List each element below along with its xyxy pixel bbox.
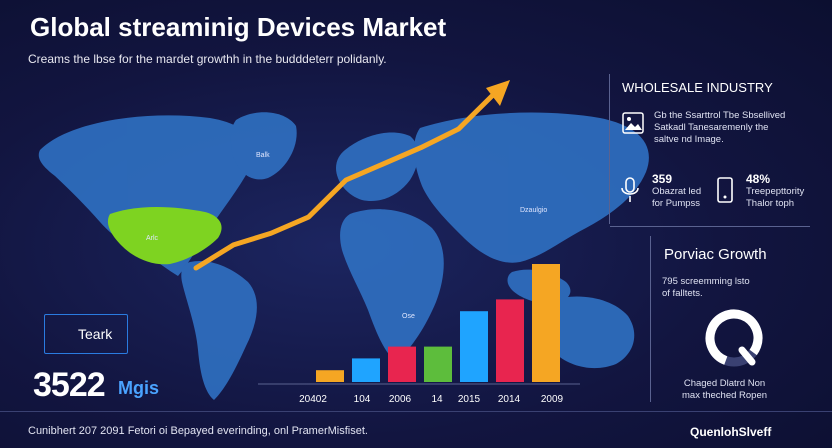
map-asia — [414, 112, 649, 263]
map-label-as: Dzaulgio — [520, 207, 547, 214]
stat-1-text: Obazrat led for Pumpss — [652, 186, 702, 209]
ring-caption: Chaged Dlatrd Non max theched Ropen — [682, 378, 768, 401]
side-panel-hr — [610, 226, 810, 227]
trend-arrowhead — [486, 80, 510, 106]
progress-ring — [705, 309, 763, 367]
x-tick-label-3: 14 — [431, 394, 443, 405]
map-label-na: Arlc — [146, 235, 159, 242]
bar-6 — [532, 264, 560, 382]
bar-1 — [352, 358, 380, 382]
page-title: Global streaminig Devices Market — [30, 12, 447, 42]
map-south-america — [181, 260, 257, 400]
x-tick-label-5: 2014 — [498, 394, 521, 405]
stat-2-value: 48% — [746, 172, 771, 186]
map-greenland — [230, 112, 297, 180]
x-tick-label-1: 104 — [354, 394, 371, 405]
x-tick-label-4: 2015 — [458, 394, 481, 405]
map-highlight-usa — [107, 207, 222, 265]
big-number-unit: Mgis — [118, 378, 160, 398]
callout-box — [44, 314, 128, 354]
x-tick-label-6: 2009 — [541, 394, 564, 405]
side-desc-1: Gb the Ssarttrol Tbe Sbsellived Satkadl … — [654, 110, 786, 145]
trend-line — [193, 89, 499, 271]
side-panel-divider — [609, 74, 610, 224]
map-africa — [340, 209, 444, 362]
bar-0 — [316, 370, 344, 382]
footer-text: Cunibhert 207 2091 Fetori oi Bepayed eve… — [28, 425, 368, 437]
footer-divider — [0, 411, 832, 412]
stat-1-value: 359 — [652, 172, 673, 186]
x-tick-label-0: 20402 — [299, 394, 327, 405]
side-desc-2: 795 screemming lsto of falltets. — [662, 276, 750, 299]
side-heading-wholesale: WHOLESALE INDUSTRY — [622, 80, 773, 95]
bar-5 — [496, 299, 524, 382]
footer-brand: QuenlohSlveff — [690, 425, 772, 439]
map-australia — [543, 296, 635, 369]
stat-2-text: Treepepttority Thalor toph — [746, 186, 805, 209]
map-label-au: Ose — [402, 313, 415, 320]
side-heading-growth: Porviac Growth — [664, 246, 767, 263]
phone-icon — [717, 177, 733, 203]
page-subtitle: Creams the lbse for the mardet growthh i… — [28, 52, 387, 66]
bar-2 — [388, 346, 416, 382]
image-icon — [622, 112, 644, 134]
microphone-icon — [621, 177, 639, 202]
map-label-eu: Balk — [256, 152, 270, 159]
bar-3 — [424, 346, 452, 382]
callout-label: Teark — [78, 326, 113, 342]
bar-4 — [460, 311, 488, 382]
side-panel-divider-2 — [650, 236, 651, 402]
x-tick-label-2: 2006 — [389, 394, 412, 405]
big-number: 3522 — [33, 366, 106, 404]
